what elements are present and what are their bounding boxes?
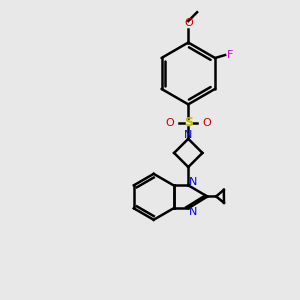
Text: O: O	[202, 118, 211, 128]
Text: O: O	[165, 118, 174, 128]
Text: O: O	[184, 18, 193, 28]
Text: S: S	[184, 116, 193, 129]
Text: N: N	[184, 130, 193, 140]
Text: N: N	[188, 177, 197, 188]
Text: N: N	[188, 207, 197, 217]
Text: F: F	[227, 50, 234, 60]
